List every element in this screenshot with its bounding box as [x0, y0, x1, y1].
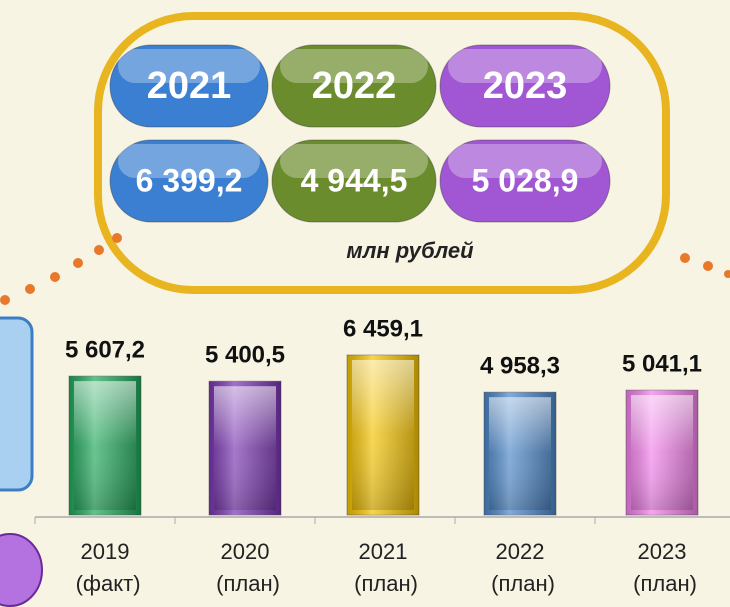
pill-year: 2023: [483, 65, 568, 107]
summary-frame: [94, 12, 670, 294]
pill-value: 6 399,2: [136, 162, 243, 198]
side-panel: [0, 316, 34, 492]
x-tick-line: (план): [627, 571, 697, 596]
value-label: 4 958,3: [480, 353, 560, 380]
pill-gloss: [118, 49, 260, 83]
pill: [109, 139, 269, 223]
value-label: 5 400,5: [205, 342, 285, 369]
value-label: 5 041,1: [622, 350, 702, 377]
x-tick-label: 2021 (план): [348, 539, 418, 596]
x-tick-label: 2020 (план): [210, 539, 280, 596]
x-tick-label: 2022 (план): [485, 539, 555, 596]
x-tick-line: 2022: [496, 539, 545, 564]
x-tick-line: (факт): [69, 571, 140, 596]
pill-gloss: [448, 144, 602, 178]
x-tick-label: 2023 (план): [627, 539, 697, 596]
unit-label: млн рублей: [346, 238, 474, 263]
x-tick-line: 2021: [359, 539, 408, 564]
x-tick-line: (план): [210, 571, 280, 596]
x-tick-line: (план): [485, 571, 555, 596]
bar-gloss: [74, 381, 136, 510]
side-circle: [0, 533, 43, 607]
x-tick-label: 2019 (факт): [69, 539, 140, 596]
pill: [439, 139, 611, 223]
x-tick-line: (план): [348, 571, 418, 596]
bar-gloss: [352, 360, 414, 510]
pill-gloss: [280, 49, 428, 83]
pill-value: 4 944,5: [301, 162, 408, 198]
bar-gloss: [631, 395, 693, 510]
x-tick-line: 2023: [638, 539, 687, 564]
pill-value: 5 028,9: [472, 162, 579, 198]
bar-gloss: [489, 397, 551, 510]
value-label: 6 459,1: [343, 315, 423, 342]
pill: [271, 44, 437, 128]
pill: [271, 139, 437, 223]
pill-year: 2021: [147, 65, 232, 107]
x-tick-line: 2019: [81, 539, 130, 564]
dotted-connector: [0, 233, 730, 305]
pill-gloss: [118, 144, 260, 178]
x-tick-line: 2020: [221, 539, 270, 564]
bar-gloss: [214, 386, 276, 510]
value-label: 5 607,2: [65, 336, 145, 363]
pill-gloss: [280, 144, 428, 178]
pill-year: 2022: [312, 65, 397, 107]
pill: [439, 44, 611, 128]
pill: [109, 44, 269, 128]
pill-gloss: [448, 49, 602, 83]
